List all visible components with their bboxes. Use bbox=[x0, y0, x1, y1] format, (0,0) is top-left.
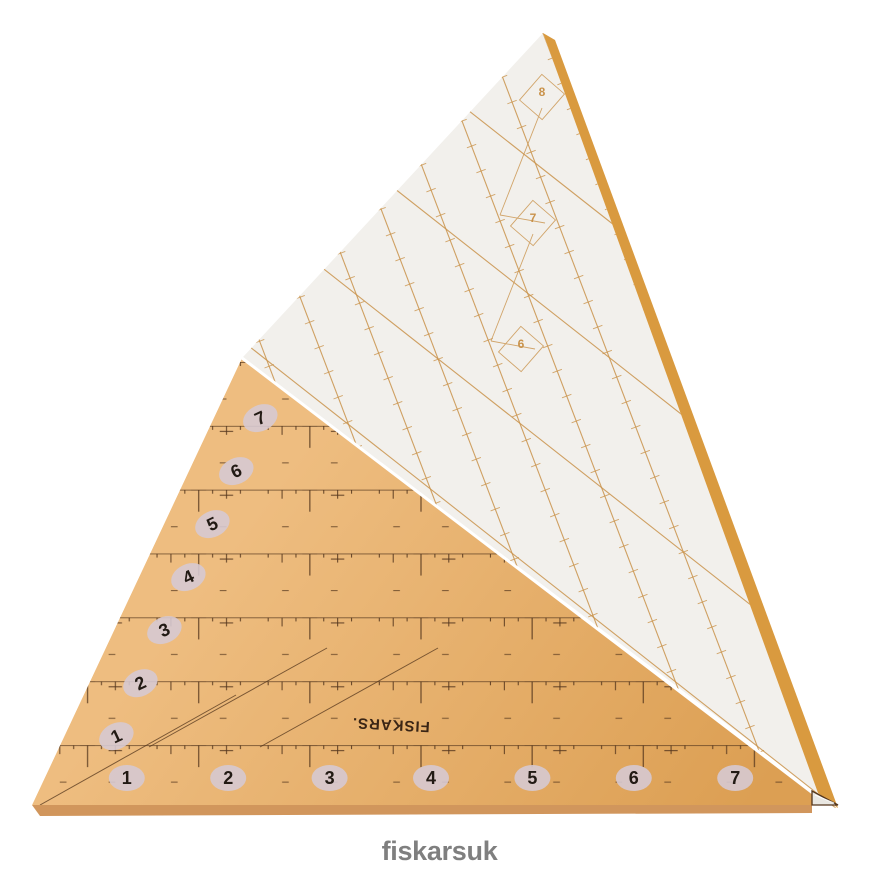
svg-text:5: 5 bbox=[527, 768, 537, 788]
svg-text:4: 4 bbox=[426, 768, 436, 788]
svg-text:8: 8 bbox=[539, 85, 546, 99]
svg-text:2: 2 bbox=[223, 768, 233, 788]
svg-text:6: 6 bbox=[629, 768, 639, 788]
svg-text:7: 7 bbox=[730, 768, 740, 788]
svg-text:1: 1 bbox=[122, 768, 132, 788]
svg-text:7: 7 bbox=[530, 211, 537, 225]
svg-text:3: 3 bbox=[325, 768, 335, 788]
svg-text:6: 6 bbox=[518, 337, 525, 351]
